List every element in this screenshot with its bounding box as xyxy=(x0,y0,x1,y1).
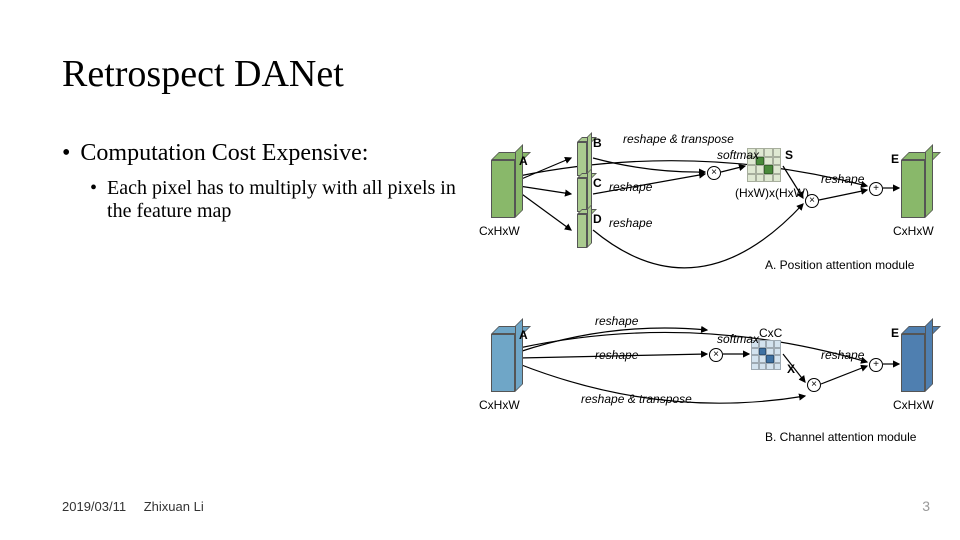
diagram-caption: B. Channel attention module xyxy=(765,430,916,444)
footer-date: 2019/03/11 xyxy=(62,499,126,514)
tensor-E-tensor xyxy=(901,334,925,392)
tensor-E-dim: CxHxW xyxy=(893,398,934,412)
tensor-A-label: A xyxy=(519,154,528,168)
diagram-position-attention: ACxHxWECxHxWBCDS(HxW)x(HxW)××+reshape & … xyxy=(485,130,935,270)
tensor-B-tensor xyxy=(577,142,587,176)
footer: 2019/03/11 Zhixuan Li xyxy=(62,499,204,514)
bullet-1: Computation Cost Expensive: xyxy=(62,140,472,167)
annot-softmax: softmax xyxy=(717,148,759,162)
tensor-B-label: B xyxy=(593,136,602,150)
annot-reshape_mid: reshape xyxy=(595,348,638,362)
tensor-A-tensor xyxy=(491,334,515,392)
op-mul1: × xyxy=(707,166,721,180)
matrix-X-label: X xyxy=(787,362,795,376)
tensor-E-dim: CxHxW xyxy=(893,224,934,238)
tensor-A-tensor xyxy=(491,160,515,218)
annot-reshape_C: reshape xyxy=(609,180,652,194)
annot-reshape_out: reshape xyxy=(821,348,864,362)
matrix-S-label: S xyxy=(785,148,793,162)
arrow-layer xyxy=(485,130,935,270)
op-add: + xyxy=(869,182,883,196)
tensor-E-label: E xyxy=(891,152,899,166)
bullet-1-text: Computation Cost Expensive: xyxy=(80,140,368,167)
tensor-A-dim: CxHxW xyxy=(479,224,520,238)
slide: Retrospect DANet Computation Cost Expens… xyxy=(0,0,960,540)
matrix-S-size: (HxW)x(HxW) xyxy=(735,186,809,200)
bullet-2: Each pixel has to multiply with all pixe… xyxy=(90,177,472,223)
annot-reshape_out: reshape xyxy=(821,172,864,186)
bullet-list: Computation Cost Expensive: Each pixel h… xyxy=(62,140,472,223)
annot-reshape_transpose_B: reshape & transpose xyxy=(623,132,734,146)
op-mul2: × xyxy=(805,194,819,208)
annot-reshape_top: reshape xyxy=(595,314,638,328)
arrow-layer xyxy=(485,300,935,440)
slide-title: Retrospect DANet xyxy=(62,52,344,96)
annot-reshape_transpose_bot: reshape & transpose xyxy=(581,392,692,406)
op-mul1: × xyxy=(709,348,723,362)
tensor-A-dim: CxHxW xyxy=(479,398,520,412)
diagram-caption: A. Position attention module xyxy=(765,258,914,272)
bullet-2-text: Each pixel has to multiply with all pixe… xyxy=(107,177,472,223)
page-number: 3 xyxy=(922,498,930,514)
op-add: + xyxy=(869,358,883,372)
matrix-X-size: CxC xyxy=(759,326,782,340)
tensor-C-label: C xyxy=(593,176,602,190)
footer-author: Zhixuan Li xyxy=(144,499,204,514)
diagram-channel-attention: ACxHxWECxHxWXCxC××+reshapereshapereshape… xyxy=(485,300,935,440)
tensor-D-label: D xyxy=(593,212,602,226)
tensor-A-label: A xyxy=(519,328,528,342)
tensor-E-label: E xyxy=(891,326,899,340)
op-mul2: × xyxy=(807,378,821,392)
tensor-D-tensor xyxy=(577,214,587,248)
annot-reshape_D: reshape xyxy=(609,216,652,230)
tensor-E-tensor xyxy=(901,160,925,218)
tensor-C-tensor xyxy=(577,178,587,212)
annot-softmax: softmax xyxy=(717,332,759,346)
